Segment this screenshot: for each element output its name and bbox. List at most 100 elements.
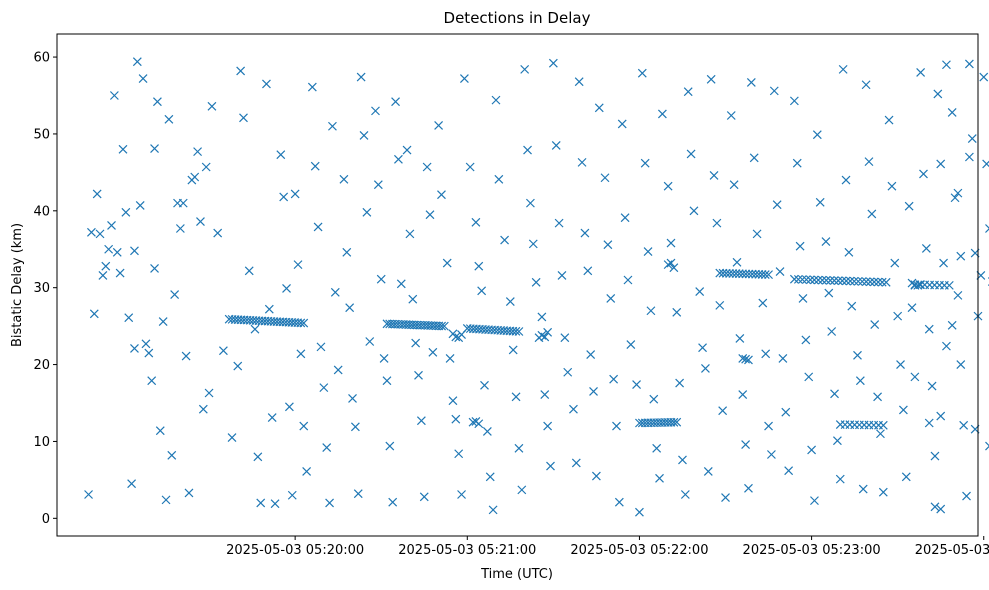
detection-point (603, 240, 613, 250)
detection-point (896, 360, 905, 369)
detection-point (715, 300, 725, 310)
detection-point (373, 180, 383, 190)
x-tick-label: 2025-05-03 05:21:00 (398, 543, 536, 558)
detection-point (471, 217, 481, 227)
detection-point (198, 404, 208, 414)
detection-point (904, 201, 914, 211)
detection-point (414, 370, 423, 380)
detection-point (445, 353, 455, 363)
detection-point (256, 498, 266, 508)
detection-point (930, 502, 940, 512)
detection-point (296, 349, 306, 359)
detection-point (956, 251, 966, 261)
detection-point (571, 458, 581, 468)
detection-point (551, 141, 561, 150)
detection-point (778, 353, 788, 363)
detection-point (953, 290, 963, 300)
detection-point (881, 277, 891, 287)
detection-point (468, 417, 478, 427)
detection-point (669, 417, 679, 427)
detection-point (734, 269, 744, 279)
detection-point (898, 405, 908, 415)
detection-point (835, 474, 845, 484)
x-tick-label: 2025-05-03 05:24:00 (915, 543, 989, 558)
detection-point (947, 107, 957, 117)
detection-point (757, 269, 767, 279)
detection-point (302, 466, 312, 476)
detection-point (829, 276, 839, 285)
detection-point (744, 269, 754, 279)
detection-point (640, 158, 650, 168)
detection-point (612, 421, 621, 431)
detection-point (290, 189, 300, 199)
detection-point (379, 353, 389, 363)
detection-point (144, 348, 154, 358)
detection-point (887, 181, 897, 191)
detection-point (474, 419, 484, 429)
detection-point (173, 198, 182, 208)
detection-point (138, 74, 148, 84)
detection-point (416, 416, 426, 426)
y-tick-label: 50 (33, 127, 50, 142)
detection-point (365, 337, 375, 346)
detection-point (657, 109, 667, 119)
detection-point (666, 238, 676, 248)
detection-point (175, 224, 185, 233)
detection-point (804, 372, 814, 382)
detection-point (419, 492, 429, 502)
detection-point (845, 276, 855, 286)
detection-point (167, 450, 177, 460)
detection-point (508, 345, 518, 355)
detection-point (797, 275, 807, 284)
detection-point (683, 87, 693, 97)
detection-point (505, 297, 515, 306)
detection-point (130, 246, 139, 256)
detection-point (525, 198, 535, 208)
detection-point (764, 270, 773, 280)
detection-point (319, 383, 329, 393)
detection-point (837, 276, 847, 286)
detection-point (752, 229, 762, 239)
detection-point (264, 304, 274, 314)
detection-point (454, 449, 464, 459)
detection-point (805, 275, 815, 285)
detection-point (170, 290, 180, 300)
detection-point (985, 224, 989, 233)
detection-point (350, 422, 360, 432)
detection-point (98, 270, 108, 280)
detection-point (865, 277, 875, 287)
detection-point (227, 433, 237, 443)
detection-point (606, 294, 616, 303)
detection-point (511, 392, 521, 402)
detection-point (709, 171, 719, 180)
detection-point (841, 276, 851, 286)
detection-point (330, 287, 340, 297)
y-axis-label: Bistatic Delay (km) (10, 223, 25, 347)
detection-point (810, 496, 819, 506)
detection-point (695, 287, 705, 296)
detection-point (193, 147, 203, 157)
detection-point (614, 497, 624, 507)
detection-point (817, 275, 827, 285)
detection-point (775, 267, 785, 276)
detection-point (577, 157, 587, 167)
detection-point (979, 72, 989, 82)
detection-point (184, 488, 194, 498)
detection-point (150, 144, 159, 153)
detection-point (253, 452, 263, 462)
detection-point (310, 161, 320, 171)
detection-point (878, 420, 888, 430)
detection-point (626, 340, 636, 350)
detection-point (411, 338, 421, 348)
detection-point (936, 504, 946, 514)
detection-point (798, 294, 808, 303)
detection-point (428, 347, 438, 357)
detection-point (738, 269, 747, 279)
detection-point (89, 309, 99, 319)
detection-point (617, 119, 627, 129)
detection-point (744, 483, 753, 493)
detection-point (985, 441, 989, 451)
detection-point (296, 318, 306, 328)
detection-point (477, 286, 487, 296)
detection-point (376, 274, 386, 284)
